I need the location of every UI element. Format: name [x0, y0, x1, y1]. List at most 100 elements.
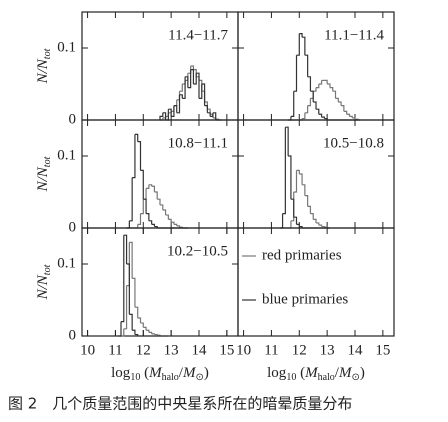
histogram-step — [134, 333, 139, 336]
histogram-step — [129, 241, 133, 279]
panel-label: 10.2−10.5 — [167, 243, 228, 259]
panel-label: 10.5−10.8 — [323, 135, 384, 151]
x-tick-label: 12 — [136, 342, 151, 358]
histogram-step — [310, 213, 314, 220]
histogram-step — [182, 76, 186, 99]
histogram-step — [296, 223, 300, 227]
histogram-step — [296, 169, 300, 174]
x-tick-label: 11 — [108, 342, 122, 358]
x-tick-label: 13 — [164, 342, 179, 358]
histogram-step — [341, 105, 345, 112]
histogram-step — [290, 198, 295, 218]
histogram-step — [143, 198, 147, 214]
histogram-step — [185, 76, 189, 88]
x-label-part: ( — [140, 365, 149, 381]
panel-label: 10.8−11.1 — [168, 135, 228, 151]
histogram-step — [154, 333, 158, 336]
histogram-step — [126, 263, 130, 315]
histogram-step — [176, 225, 181, 228]
histogram-step — [204, 105, 208, 113]
histogram-step — [148, 331, 153, 334]
x-tick-label: 13 — [320, 342, 335, 358]
histogram-step — [121, 328, 125, 337]
histogram-step — [313, 101, 317, 110]
histogram-step — [210, 112, 214, 117]
x-tick-label: 10 — [236, 342, 251, 358]
histogram-step — [316, 84, 320, 89]
histogram-step — [193, 73, 197, 85]
y-tick-label: 0.1 — [57, 39, 76, 55]
histogram-step — [168, 108, 172, 117]
y-label-sub: tot — [42, 156, 53, 167]
histogram-step — [118, 321, 122, 337]
x-tick-label: 10 — [80, 342, 95, 358]
x-label-part: M — [148, 365, 163, 381]
histogram-step — [123, 234, 128, 264]
histogram-step — [343, 110, 348, 115]
x-tick-label: 15 — [219, 342, 234, 358]
histogram-step — [146, 213, 150, 221]
y-tick-label: 0 — [69, 219, 77, 235]
histogram-step — [318, 113, 323, 118]
histogram-step — [304, 105, 309, 114]
x-label-part: log — [267, 365, 287, 381]
histogram-step — [293, 170, 298, 193]
x-label-part: ⊙ — [195, 372, 203, 383]
histogram-step — [190, 65, 195, 70]
x-label-part: / — [179, 365, 184, 381]
histogram-step — [316, 108, 320, 115]
histogram-step — [159, 112, 164, 120]
y-label-sub: tot — [42, 48, 53, 59]
histogram-step — [162, 209, 167, 216]
histogram-step — [140, 199, 144, 215]
x-axis-label: log10 (Mhalo/M⊙) — [267, 365, 365, 383]
histogram-step — [316, 222, 320, 226]
panel-frame — [237, 227, 395, 337]
y-tick-label: 0.1 — [57, 147, 76, 163]
histogram-step — [349, 115, 353, 118]
histogram-step — [123, 285, 128, 330]
histogram-step — [137, 317, 142, 324]
y-tick-label: 0 — [69, 327, 77, 343]
y-label-main: N/N — [35, 274, 51, 300]
histogram-step — [310, 90, 314, 102]
histogram-step — [179, 94, 183, 99]
x-axis-label: log10 (Mhalo/M⊙) — [111, 365, 209, 383]
histogram-step — [332, 90, 337, 99]
histogram-step — [121, 235, 125, 323]
histogram-step — [132, 277, 136, 308]
histogram-step — [288, 155, 292, 200]
x-label-part: 10 — [130, 372, 140, 383]
histogram-step — [151, 185, 156, 192]
histogram-step — [324, 79, 328, 84]
histogram-step — [190, 69, 195, 84]
x-label-part: ) — [360, 365, 365, 381]
histogram-step — [173, 99, 178, 107]
x-label-part: ( — [296, 365, 305, 381]
histogram-step — [293, 216, 298, 225]
histogram-step — [154, 191, 158, 200]
histogram-step — [168, 218, 172, 223]
histogram-step — [176, 94, 181, 114]
y-label-main: N/N — [35, 58, 51, 84]
histogram-step — [293, 55, 298, 92]
histogram-step — [132, 329, 136, 335]
histogram-step — [196, 72, 200, 99]
y-label-main: N/N — [35, 166, 51, 192]
panel-label: 11.1−11.4 — [324, 27, 384, 43]
histogram-step — [329, 87, 334, 92]
histogram-step — [126, 220, 130, 229]
histogram-step — [321, 225, 325, 228]
x-label-part: halo — [318, 372, 335, 383]
histogram-step — [143, 326, 147, 331]
histogram-step — [282, 127, 286, 215]
x-tick-label: 14 — [348, 342, 364, 358]
histogram-step — [165, 214, 169, 220]
y-axis-label: N/Ntot — [35, 156, 53, 192]
histogram-step — [346, 113, 351, 117]
caption: 图 2 几个质量范围的中央星系所在的暗晕质量分布 — [8, 395, 352, 413]
histogram-step — [338, 101, 342, 106]
histogram-step — [134, 306, 139, 318]
histogram-step — [132, 134, 136, 179]
